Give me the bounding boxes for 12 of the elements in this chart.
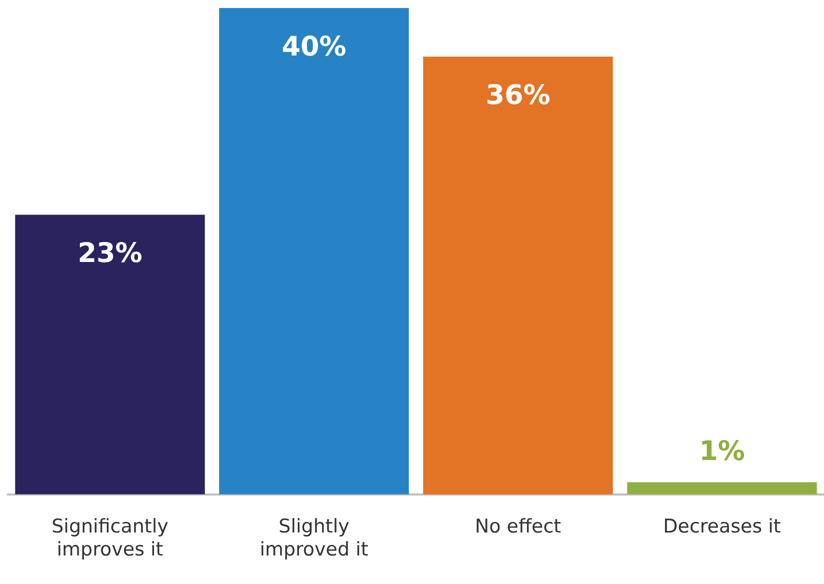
bar [219, 8, 409, 494]
bar [627, 482, 817, 494]
x-tick-label: Slightly improved it [260, 516, 368, 561]
data-label: 23% [78, 238, 142, 270]
bar [15, 214, 205, 494]
data-label: 1% [699, 436, 745, 467]
data-label: 36% [486, 80, 550, 112]
x-tick-label: Significantly improves it [52, 516, 168, 561]
x-tick-label: Decreases it [663, 516, 781, 538]
data-label: 40% [282, 32, 346, 63]
x-tick-label: No effect [474, 516, 562, 538]
bar [423, 56, 613, 494]
